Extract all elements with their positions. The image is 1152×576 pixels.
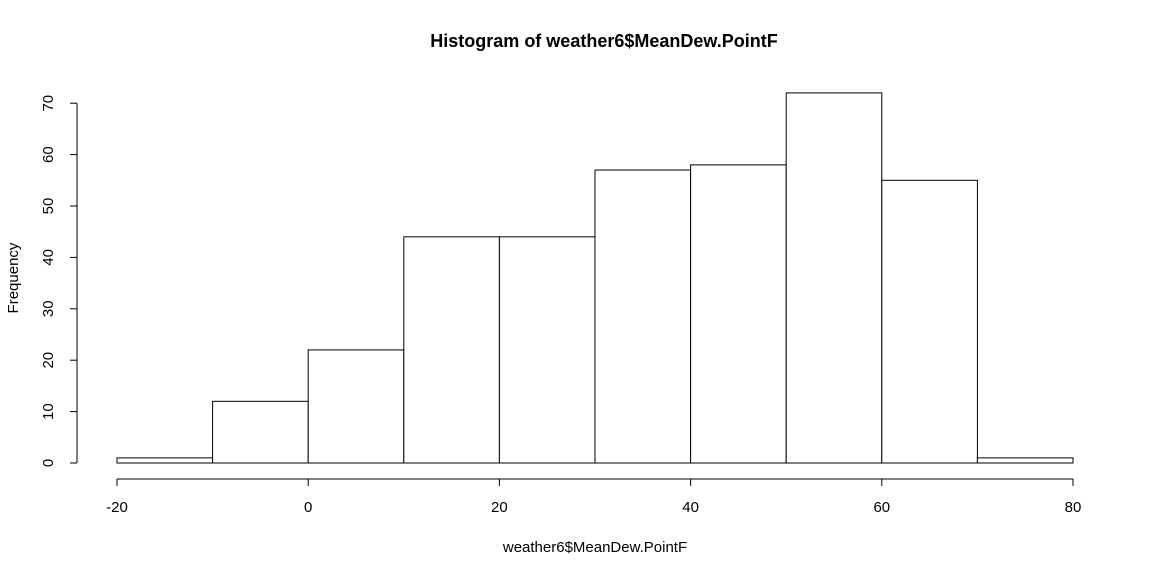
histogram-bar-8 [881,179,978,464]
y-axis: 0 10 20 30 40 50 60 70 [40,95,78,467]
x-tick-label-3: 40 [682,499,699,516]
x-axis-label: weather6$MeanDew.PointF [502,539,687,556]
histogram-bar-5 [594,169,692,464]
x-tick-label-5: 80 [1065,499,1082,516]
histogram-bar-6 [690,164,787,464]
chart-title: Histogram of weather6$MeanDew.PointF [430,31,777,51]
histogram-bar-2 [307,349,405,464]
histogram-bar-0 [116,457,214,464]
histogram-bar-7 [785,92,883,464]
histogram-bar-9 [976,457,1074,464]
y-tick-label-1: 10 [40,403,57,420]
histogram-bar-1 [212,400,309,464]
histogram-bars [116,92,1074,464]
y-tick-label-7: 70 [40,95,57,112]
x-tick-label-1: 0 [304,499,312,516]
y-axis-label: Frequency [5,242,22,313]
y-tick-label-4: 40 [40,249,57,266]
y-tick-label-6: 60 [40,146,57,163]
y-tick-label-0: 0 [40,459,57,467]
histogram-bar-3 [403,236,500,464]
x-axis: -20 0 20 40 60 80 [106,478,1082,516]
x-tick-label-0: -20 [106,499,128,516]
x-tick-label-4: 60 [873,499,890,516]
y-tick-label-2: 20 [40,352,57,369]
y-tick-label-3: 30 [40,300,57,317]
histogram-bar-4 [498,236,596,464]
y-tick-label-5: 50 [40,198,57,215]
x-tick-label-2: 20 [491,499,508,516]
